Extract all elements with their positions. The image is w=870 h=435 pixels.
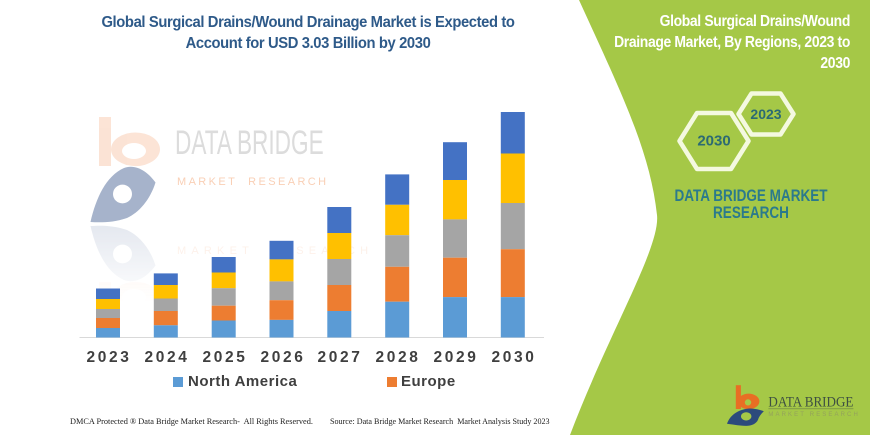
svg-text:2030: 2030 bbox=[697, 133, 730, 150]
svg-text:MARKET RESEARCH: MARKET RESEARCH bbox=[768, 412, 860, 418]
svg-text:DATA BRIDGE: DATA BRIDGE bbox=[768, 394, 853, 410]
svg-text:2023: 2023 bbox=[750, 106, 781, 122]
